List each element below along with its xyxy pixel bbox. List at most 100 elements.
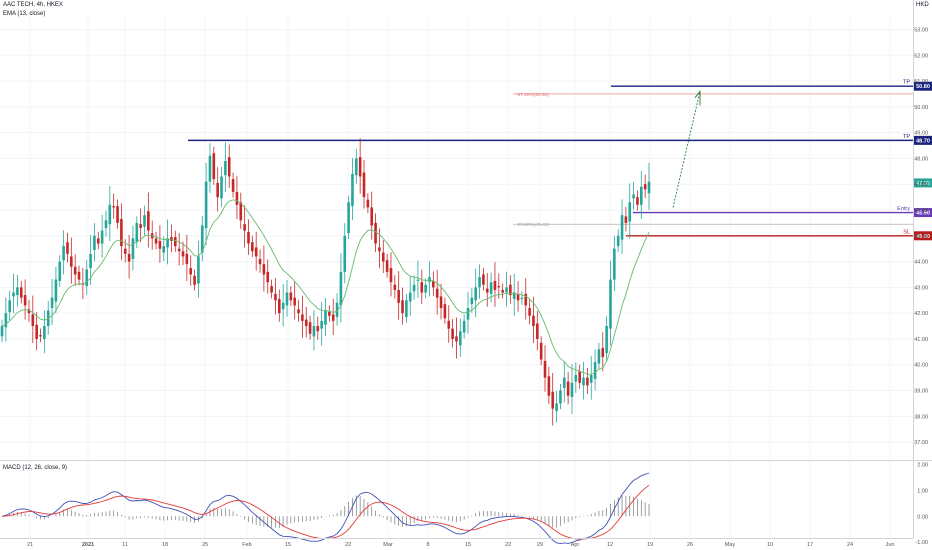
candle-body bbox=[485, 288, 489, 293]
candle-body bbox=[27, 309, 31, 314]
candle-body bbox=[324, 310, 327, 325]
candle-body bbox=[220, 176, 223, 199]
candle-body bbox=[389, 268, 393, 283]
macd-legend: MACD (12, 26, close, 9) bbox=[3, 465, 68, 471]
fib-label: 23.60%(45.45) bbox=[518, 222, 550, 228]
candle-body bbox=[208, 155, 212, 182]
last-price-badge bbox=[914, 178, 932, 188]
candle-body bbox=[462, 320, 466, 333]
candle-body bbox=[366, 199, 370, 208]
candle-body bbox=[328, 311, 331, 316]
currency-label: HKD bbox=[916, 2, 929, 8]
candle-body bbox=[62, 246, 65, 261]
candle-body bbox=[628, 202, 632, 222]
last-price-label: 47.05 bbox=[916, 181, 930, 187]
candle-body bbox=[566, 381, 570, 396]
candle-body bbox=[216, 182, 219, 198]
time-tick-label: Feb bbox=[242, 542, 251, 548]
candle-body bbox=[609, 279, 612, 329]
candle-body bbox=[274, 293, 277, 301]
candle-body bbox=[393, 284, 397, 290]
candle-body bbox=[524, 293, 528, 306]
time-tick-label: 17 bbox=[807, 542, 813, 548]
candle-body bbox=[77, 271, 81, 280]
fib-levels: -27.20%(50.50) 23.60%(45.45) bbox=[513, 92, 913, 228]
time-tick-label: May bbox=[725, 542, 736, 548]
level-badge-tp-1 bbox=[914, 135, 932, 145]
candle-body bbox=[239, 202, 243, 221]
price-tick-label: 39.00 bbox=[914, 389, 928, 395]
symbol-title: AAC TECH, 4h, HKEX bbox=[3, 2, 63, 8]
candle-body bbox=[408, 292, 412, 302]
candle-body bbox=[85, 269, 89, 287]
time-tick-label: 10 bbox=[767, 542, 773, 548]
price-tick-label: 50.00 bbox=[914, 105, 928, 111]
candle-body bbox=[73, 266, 77, 275]
candle-body bbox=[466, 308, 470, 320]
level-badge-text-sl: 45.00 bbox=[916, 234, 930, 240]
candle-body bbox=[185, 253, 189, 265]
candle-body bbox=[416, 279, 420, 281]
candle-body bbox=[455, 336, 458, 342]
candle-body bbox=[50, 297, 54, 308]
level-badge-text-tp-2: 50.80 bbox=[916, 84, 930, 90]
ema-line bbox=[1, 199, 650, 375]
candle-body bbox=[266, 271, 270, 283]
level-badge-text-tp-1: 48.70 bbox=[916, 138, 930, 144]
candle-body bbox=[339, 271, 343, 306]
candle-body bbox=[131, 238, 135, 259]
candle-body bbox=[166, 238, 169, 248]
level-tag-tp-2: TP bbox=[903, 80, 910, 86]
candle-body bbox=[251, 242, 254, 252]
candle-body bbox=[89, 253, 92, 269]
price-tick-label: 40.00 bbox=[914, 363, 928, 369]
ema-legend: EMA (13, close) bbox=[3, 11, 46, 17]
level-badge-entry bbox=[914, 208, 932, 218]
candle-body bbox=[355, 158, 358, 176]
candle-body bbox=[147, 211, 150, 231]
candle-body bbox=[420, 282, 424, 293]
time-tick-label: Jun bbox=[886, 542, 895, 548]
candle-body bbox=[112, 206, 115, 208]
time-tick-label: 15 bbox=[285, 542, 291, 548]
price-tick-label: 42.00 bbox=[914, 311, 928, 317]
price-tick-label: 43.00 bbox=[914, 285, 928, 291]
candle-body bbox=[120, 219, 123, 247]
price-tick-label: 48.00 bbox=[914, 156, 928, 162]
price-tick-label: 46.00 bbox=[914, 208, 928, 214]
candle-body bbox=[570, 382, 574, 397]
arrow-head bbox=[694, 90, 701, 106]
candle-body bbox=[432, 280, 435, 288]
candle-body bbox=[478, 277, 481, 288]
candle-body bbox=[632, 194, 635, 199]
time-tick-label: 25 bbox=[202, 542, 208, 548]
candle-body bbox=[385, 260, 389, 272]
candle-body bbox=[578, 371, 581, 383]
candle-body bbox=[12, 292, 15, 297]
candle-body bbox=[620, 215, 624, 240]
macd-tick-label: 2.00 bbox=[917, 463, 928, 469]
candle-body bbox=[559, 390, 562, 404]
price-axis: 37.00 38.00 39.00 40.00 41.00 42.00 43.00 44.00… bbox=[913, 0, 928, 538]
price-tick-label: 49.00 bbox=[914, 131, 928, 137]
candle-body bbox=[204, 181, 208, 229]
candle-body bbox=[412, 284, 416, 292]
price-tick-label: 51.00 bbox=[914, 79, 928, 85]
time-tick-label: 18 bbox=[162, 542, 168, 548]
candle-body bbox=[397, 289, 400, 303]
candle-body bbox=[143, 215, 146, 227]
candle-body bbox=[170, 237, 173, 241]
candle-body bbox=[281, 302, 285, 310]
candle-body bbox=[639, 186, 643, 205]
candle-body bbox=[189, 268, 193, 275]
candle-body bbox=[43, 326, 46, 339]
candle-body bbox=[158, 240, 162, 249]
candle-body bbox=[555, 403, 558, 412]
candle-body bbox=[93, 235, 96, 250]
candle-body bbox=[162, 246, 166, 253]
candles bbox=[0, 138, 651, 426]
candle-body bbox=[501, 289, 504, 293]
time-tick-label: 22 bbox=[345, 542, 351, 548]
candle-body bbox=[643, 184, 647, 190]
candle-body bbox=[562, 377, 566, 388]
